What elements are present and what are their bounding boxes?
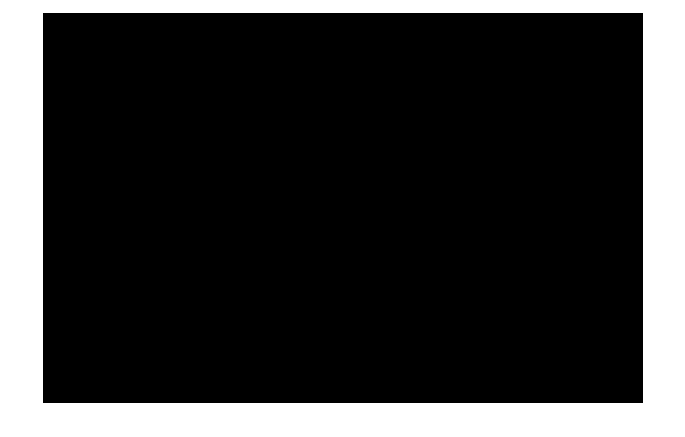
word-cloud — [43, 13, 643, 403]
